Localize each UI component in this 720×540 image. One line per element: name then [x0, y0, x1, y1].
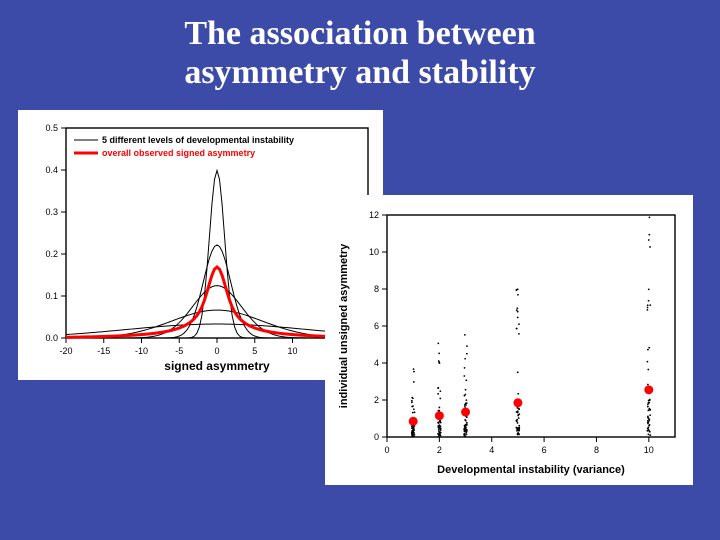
slide-title: The association between asymmetry and st…	[0, 0, 720, 92]
svg-text:5 different levels of developm: 5 different levels of developmental inst…	[102, 135, 294, 145]
svg-text:0.5: 0.5	[45, 123, 58, 133]
svg-text:4: 4	[374, 358, 379, 368]
svg-text:10: 10	[287, 346, 297, 356]
svg-text:12: 12	[369, 210, 379, 220]
right-chart-svg: 0 2 4 6 8 10 0 2 4 6 8 10 12 Developmental instabilit…	[325, 195, 693, 485]
svg-text:10: 10	[369, 247, 379, 257]
svg-text:4: 4	[489, 445, 494, 455]
svg-text:0: 0	[214, 346, 219, 356]
svg-text:10: 10	[644, 445, 654, 455]
svg-text:-15: -15	[97, 346, 110, 356]
svg-text:-5: -5	[175, 346, 183, 356]
svg-text:overall observed signed asymme: overall observed signed asymmetry	[102, 148, 255, 158]
svg-text:0.2: 0.2	[45, 249, 58, 259]
svg-text:8: 8	[374, 284, 379, 294]
svg-text:6: 6	[374, 321, 379, 331]
svg-text:0: 0	[374, 432, 379, 442]
svg-text:signed asymmetry: signed asymmetry	[164, 359, 270, 373]
svg-text:0.0: 0.0	[45, 333, 58, 343]
svg-text:0.3: 0.3	[45, 207, 58, 217]
svg-text:6: 6	[542, 445, 547, 455]
svg-text:Developmental instability (var: Developmental instability (variance)	[437, 464, 625, 476]
svg-text:5: 5	[252, 346, 257, 356]
svg-text:2: 2	[437, 445, 442, 455]
svg-text:8: 8	[594, 445, 599, 455]
svg-text:2: 2	[374, 395, 379, 405]
svg-text:-20: -20	[59, 346, 72, 356]
right-chart-panel: 0 2 4 6 8 10 0 2 4 6 8 10 12 Developmental instabilit…	[325, 195, 693, 485]
svg-text:-10: -10	[135, 346, 148, 356]
title-line-2: asymmetry and stability	[184, 54, 535, 91]
svg-text:0: 0	[384, 445, 389, 455]
svg-text:individual unsigned asymmetry: individual unsigned asymmetry	[338, 243, 350, 408]
svg-text:0.4: 0.4	[45, 165, 58, 175]
svg-text:0.1: 0.1	[45, 291, 58, 301]
title-line-1: The association between	[184, 15, 535, 52]
